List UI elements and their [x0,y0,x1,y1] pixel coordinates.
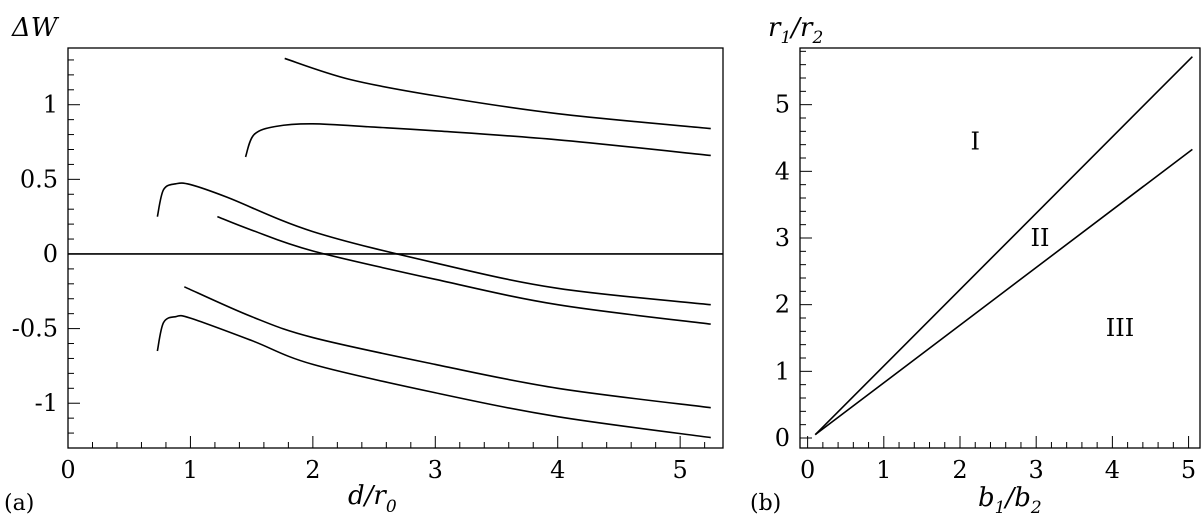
x-tick-label: 3 [1029,456,1044,484]
x-tick-label: 5 [1181,456,1196,484]
series-line-2 [814,148,1193,436]
y-tick-label: 0 [43,240,58,268]
panel-a-chart: 0 1 2 3 4 510.50-0.5-1 ΔW d/r0 (a) [4,13,724,517]
x-tick-label: 4 [1105,456,1120,484]
region-label-I: I [970,127,979,155]
panel-b-plot-frame [799,47,1201,449]
x-tick-label: 1 [876,456,891,484]
y-tick-label: 1 [43,91,58,119]
series-line-2 [244,123,711,158]
y-tick-label: -1 [35,389,58,417]
y-tick-label: 1 [775,357,790,385]
y-tick-label: 5 [775,91,790,119]
x-tick-label: 0 [60,456,75,484]
y-tick-label: 2 [775,291,790,319]
panel-b-ylabel: r1/r2 [768,13,823,48]
panel-a-tick-labels: 0 1 2 3 4 5 1 0.5 0 -0.5 -1 [12,91,688,484]
panel-a-plot-frame [67,47,724,449]
panel-b-tick-labels: 0 1 2 3 4 5 0 1 2 3 4 5 [775,91,1196,484]
x-tick-label: 2 [305,456,320,484]
panel-a-xlabel-sub: 0 [386,497,397,517]
series-line-3 [156,182,711,306]
x-tick-label: 3 [428,456,443,484]
panel-b-label: (b) [750,491,781,516]
series-line-6 [156,314,711,439]
panel-a-xlabel: d/r0 [348,481,397,517]
y-tick-label: 4 [775,157,790,185]
panel-b-ylabel-r1: r [768,13,782,43]
panel-b-series [814,56,1193,436]
y-tick-label: 3 [775,224,790,252]
x-tick-label: 4 [550,456,565,484]
panel-a-ylabel: ΔW [11,13,60,43]
region-label-III: III [1106,314,1134,342]
x-tick-label: 1 [183,456,198,484]
series-line-1 [284,57,711,130]
region-label-II: II [1031,224,1050,252]
x-tick-label: 2 [952,456,967,484]
y-tick-label: -0.5 [12,315,58,343]
panel-a-xlabel-main: d/r [348,481,387,511]
panel-a-series [156,57,711,439]
panel-a-label: (a) [4,491,34,516]
panel-b-xlabel: b1/b2 [978,483,1042,518]
x-tick-label: 5 [673,456,688,484]
y-tick-label: 0 [775,424,790,452]
series-line-4 [217,215,711,325]
series-line-1 [814,56,1193,436]
panel-a-ticks [67,59,706,449]
series-line-5 [183,286,711,409]
x-tick-label: 0 [800,456,815,484]
y-tick-label: 0.5 [20,165,58,193]
panel-b-ticks [800,50,1190,448]
